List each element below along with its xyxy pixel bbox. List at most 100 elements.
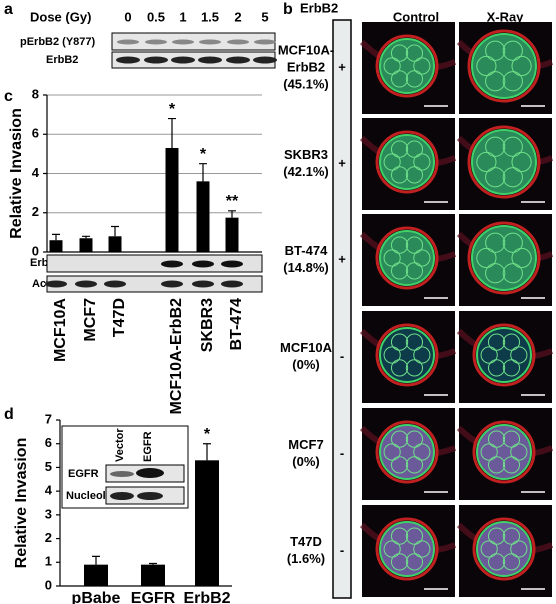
cell-cluster: [472, 420, 536, 484]
cell: [383, 443, 401, 461]
cell: [502, 40, 523, 61]
blot-band: [192, 260, 214, 268]
cell-cluster: [375, 130, 439, 194]
error-bar: [52, 233, 60, 241]
cell-cluster: [375, 517, 439, 581]
error-bar: [92, 555, 100, 565]
x-tick-label: pBabe: [72, 590, 121, 604]
cell-cluster: [471, 33, 537, 99]
cell: [405, 553, 424, 571]
row-label: T47D: [290, 534, 322, 549]
cell-cluster: [379, 230, 435, 286]
blot-band: [144, 56, 168, 64]
cell: [487, 430, 506, 448]
blot-band: [161, 280, 183, 288]
cell-cluster: [379, 424, 435, 480]
y-tick-label: 7: [45, 411, 52, 426]
dose-label: 0.5: [147, 9, 165, 24]
panel-label: d: [4, 406, 14, 423]
dose-label: 2: [234, 9, 241, 24]
cell: [511, 247, 532, 269]
y-tick-label: 2: [45, 530, 52, 545]
cell: [480, 443, 498, 461]
cell: [413, 346, 431, 364]
blot-band: [161, 260, 183, 268]
y-tick-label: 0: [45, 577, 52, 592]
cell: [413, 249, 431, 267]
blot-band: [137, 492, 163, 500]
cell-cluster: [375, 323, 439, 387]
cell: [476, 55, 497, 77]
dose-label: 0: [124, 9, 131, 24]
blot-band: [136, 468, 164, 478]
cell: [485, 167, 506, 188]
y-tick-label: 6: [32, 126, 39, 141]
status-sign: -: [340, 445, 344, 460]
cell: [413, 540, 431, 558]
status-sign: -: [340, 542, 344, 557]
cell: [390, 44, 409, 62]
bar: [108, 236, 122, 252]
row-label: BT-474: [285, 243, 328, 258]
cell-cluster: [476, 521, 532, 577]
row-label: MCF10A: [280, 340, 333, 355]
row-label: MCF10A-: [278, 42, 334, 57]
row-label: ErbB2: [287, 59, 325, 74]
blot-band: [226, 56, 250, 64]
bar: [84, 564, 108, 586]
cell: [390, 262, 409, 280]
cell: [502, 359, 521, 377]
cell: [390, 527, 409, 545]
y-tick-label: 4: [32, 165, 40, 180]
y-tick-label: 3: [45, 506, 52, 521]
significance: *: [200, 146, 207, 163]
cell: [502, 71, 523, 92]
cell: [487, 553, 506, 571]
row-label: (42.1%): [283, 164, 329, 179]
cell: [487, 527, 506, 545]
x-tick-label: T47D: [111, 298, 128, 337]
cell-cluster: [379, 134, 435, 190]
cell: [383, 249, 401, 267]
cell: [405, 44, 424, 62]
x-tick-label: MCF10A-ErbB2: [168, 298, 185, 415]
x-tick-label: MCF7: [82, 298, 99, 342]
bar: [196, 181, 210, 252]
cell-cluster: [471, 225, 537, 291]
blot-band: [45, 280, 67, 288]
cell: [502, 527, 521, 545]
cell: [390, 456, 409, 474]
cell-cluster: [467, 221, 541, 295]
cell: [485, 136, 506, 157]
cell-cluster: [471, 129, 537, 195]
cell: [487, 456, 506, 474]
cell: [510, 346, 528, 364]
cell: [476, 151, 497, 173]
error-bar: [199, 163, 207, 182]
blot-band: [117, 39, 139, 45]
panel-label: c: [4, 88, 13, 105]
blot-band: [221, 260, 243, 268]
y-axis-label: Relative Invasion: [13, 438, 30, 569]
y-axis-label: Relative Invasion: [8, 108, 25, 239]
row-label: (0%): [292, 454, 319, 469]
cell: [383, 346, 401, 364]
y-tick-label: 8: [32, 86, 39, 101]
cell: [511, 55, 532, 77]
cell-cluster: [375, 226, 439, 290]
cell: [487, 359, 506, 377]
error-bar: [203, 443, 211, 461]
blot-label: EGFR: [68, 468, 99, 480]
cell: [485, 71, 506, 92]
panel-label: a: [4, 1, 13, 18]
blot-label: Nucleolin: [66, 490, 116, 502]
error-bar: [82, 235, 90, 239]
blot-label: pErbB2 (Y877): [20, 36, 96, 48]
cell: [502, 167, 523, 188]
cell: [413, 57, 431, 75]
blot-band: [227, 39, 249, 45]
cell: [405, 333, 424, 351]
cell: [485, 232, 506, 253]
cell: [405, 456, 424, 474]
bar: [79, 238, 93, 252]
